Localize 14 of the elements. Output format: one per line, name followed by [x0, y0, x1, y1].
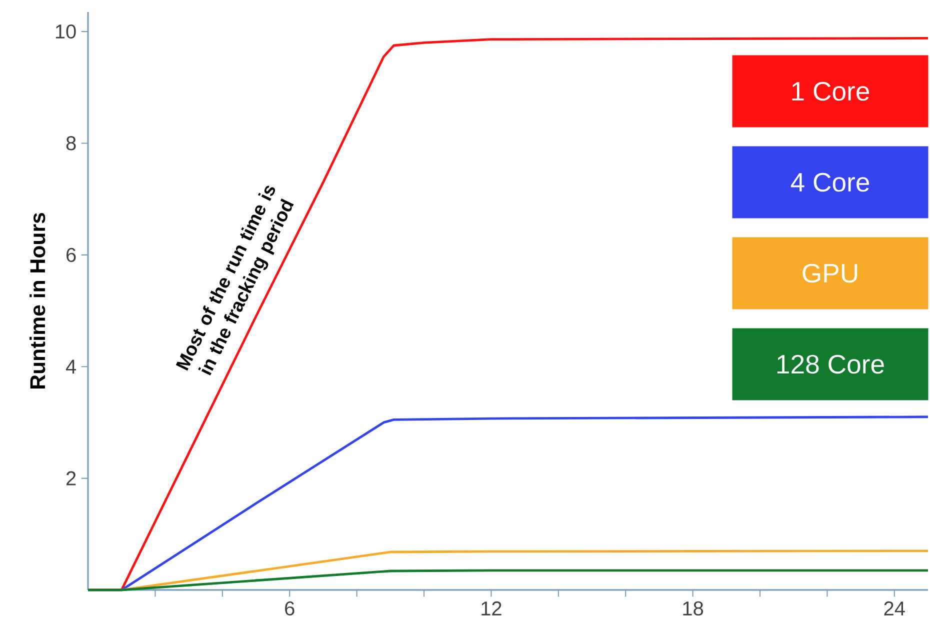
- y-tick-label: 2: [66, 471, 76, 486]
- y-tick-label: 6: [66, 248, 76, 262]
- y-tick-label: 10: [56, 24, 76, 39]
- y-tick-label: 8: [66, 136, 76, 150]
- series-label: 1 Core: [792, 82, 870, 101]
- x-tick-label: 18: [683, 601, 704, 616]
- text: GPU: [802, 264, 858, 283]
- x-tick-label: 12: [482, 601, 502, 616]
- y-tick-label: 4: [66, 360, 76, 374]
- y-axis-title: Runtime in Hours: [30, 212, 46, 388]
- x-tick-label: 24: [884, 601, 905, 616]
- text: 128 Core: [777, 354, 884, 374]
- text: 4 Core: [790, 172, 870, 192]
- x-tick-label: 6: [285, 601, 294, 616]
